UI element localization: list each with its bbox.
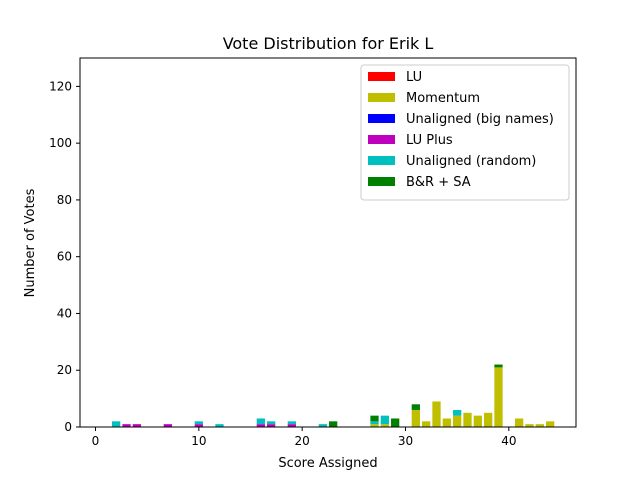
plot-frame: [79, 57, 577, 428]
bar-s4-x28: [380, 415, 389, 425]
bar-s1-x35: [453, 415, 462, 427]
bar-s5-x23: [329, 421, 338, 427]
bar-s1-x37: [473, 415, 482, 427]
bar-s1-x32: [422, 421, 431, 427]
x-tick-label-0: 0: [92, 434, 100, 448]
bar-s3-x10: [194, 424, 203, 427]
bar-s5-x39: [494, 364, 503, 368]
bar-s3-x19: [287, 424, 296, 427]
y-axis-label: Number of Votes: [23, 188, 38, 297]
axes-layer: 0 10 20 30 40 0 20 40 60 80 100 120: [49, 57, 577, 448]
bar-s5-x31: [411, 404, 420, 410]
legend-swatch-2: [368, 114, 395, 123]
bar-s3-x7: [163, 424, 172, 427]
bar-s4-x12: [215, 424, 224, 427]
bar-s1-x34: [442, 418, 451, 427]
bar-s1-x33: [432, 401, 441, 427]
bar-s3-x16: [256, 424, 265, 427]
legend-label-5: B&R + SA: [406, 175, 471, 190]
y-tick-label-60: 60: [57, 250, 72, 264]
x-tick-label-30: 30: [398, 434, 413, 448]
legend-swatch-5: [368, 177, 395, 186]
bar-s5-x29: [391, 418, 400, 427]
bar-s1-x44: [546, 421, 555, 427]
bar-s3-x4: [132, 424, 141, 427]
bar-s1-x36: [463, 412, 472, 427]
bar-s4-x17: [267, 421, 276, 425]
bar-s1-x31: [411, 409, 420, 427]
bar-s1-x27: [370, 424, 379, 427]
bar-s4-x16: [256, 418, 265, 425]
legend-swatch-3: [368, 135, 395, 144]
bar-s1-x39: [494, 367, 503, 427]
y-tick-label-100: 100: [49, 136, 72, 150]
bar-s1-x42: [525, 424, 534, 427]
legend-swatch-4: [368, 156, 395, 165]
x-tick-label-20: 20: [295, 434, 310, 448]
y-tick-label-40: 40: [57, 306, 72, 320]
x-axis-label: Score Assigned: [278, 456, 377, 471]
bar-s4-x2: [112, 421, 121, 427]
legend-frame: [360, 64, 570, 201]
bar-s4-x10: [194, 421, 203, 425]
legend: LU Momentum Unaligned (big names) LU Plus Un…: [360, 64, 570, 201]
legend-label-2: Unaligned (big names): [406, 112, 554, 127]
bar-s4-x27: [370, 421, 379, 425]
bar-s3-x17: [267, 424, 276, 427]
bar-s1-x38: [484, 412, 493, 427]
bar-s1-x28: [380, 424, 389, 427]
y-tick-label-120: 120: [49, 79, 72, 93]
bar-s3-x3: [122, 424, 131, 427]
bar-s4-x35: [453, 409, 462, 416]
bar-s1-x43: [535, 424, 544, 427]
chart-title: Vote Distribution for Erik L: [223, 34, 434, 53]
bars-layer: [112, 364, 555, 427]
bar-s1-x41: [515, 418, 524, 427]
bar-s5-x27: [370, 415, 379, 422]
legend-label-3: LU Plus: [406, 133, 453, 148]
bar-s4-x22: [318, 424, 327, 427]
x-tick-label-10: 10: [191, 434, 206, 448]
y-tick-label-0: 0: [64, 420, 72, 434]
x-tick-label-40: 40: [501, 434, 516, 448]
legend-swatch-0: [368, 72, 395, 81]
y-tick-label-80: 80: [57, 193, 72, 207]
legend-label-4: Unaligned (random): [406, 154, 536, 169]
y-tick-label-20: 20: [57, 363, 72, 377]
legend-swatch-1: [368, 93, 395, 102]
bar-s4-x19: [287, 421, 296, 425]
legend-label-0: LU: [406, 70, 422, 85]
legend-label-1: Momentum: [406, 91, 480, 106]
